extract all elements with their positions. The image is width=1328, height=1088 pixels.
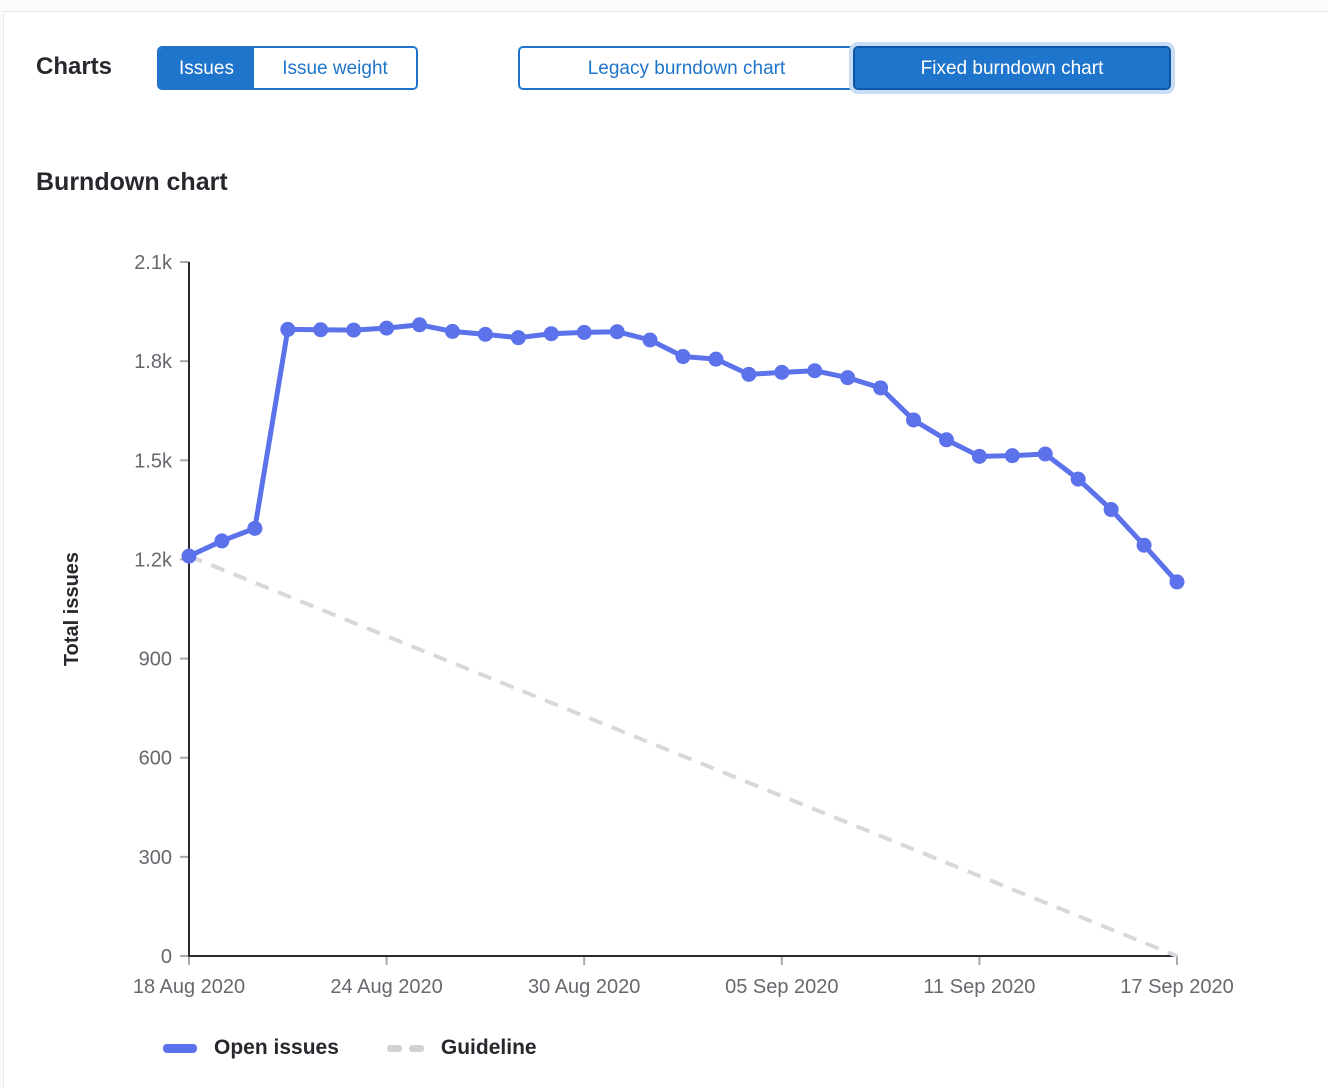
legend-item-guideline[interactable]: Guideline	[386, 1036, 537, 1060]
svg-text:11 Sep 2020: 11 Sep 2020	[923, 976, 1035, 998]
open-issues-line-swatch-icon	[163, 1043, 197, 1053]
guideline-dash-swatch-icon	[386, 1044, 424, 1052]
legend-label-guideline: Guideline	[440, 1036, 537, 1059]
chart-legend: Open issues Guideline	[163, 1036, 537, 1060]
legacy-burndown-chart-button[interactable]: Legacy burndown chart	[518, 46, 855, 90]
fixed-burndown-chart-button[interactable]: Fixed burndown chart	[853, 46, 1171, 90]
legend-label-open-issues: Open issues	[214, 1036, 339, 1059]
svg-text:900: 900	[139, 649, 172, 671]
legend-item-open-issues[interactable]: Open issues	[163, 1036, 339, 1060]
svg-text:0: 0	[161, 946, 172, 968]
svg-text:300: 300	[139, 847, 172, 869]
svg-text:Total issues: Total issues	[61, 552, 83, 666]
svg-text:17 Sep 2020: 17 Sep 2020	[1120, 976, 1233, 998]
charts-label: Charts	[36, 53, 113, 80]
svg-text:1.8k: 1.8k	[134, 351, 173, 373]
chart-version-toggle-group: Legacy burndown chart Fixed burndown cha…	[518, 46, 1171, 90]
issue-weight-button[interactable]: Issue weight	[254, 48, 416, 88]
svg-text:600: 600	[139, 748, 172, 770]
svg-text:1.5k: 1.5k	[134, 450, 173, 472]
svg-text:05 Sep 2020: 05 Sep 2020	[725, 976, 838, 998]
svg-text:18 Aug 2020: 18 Aug 2020	[133, 976, 245, 998]
svg-text:30 Aug 2020: 30 Aug 2020	[528, 976, 640, 998]
issues-button[interactable]: Issues	[159, 48, 254, 88]
svg-text:24 Aug 2020: 24 Aug 2020	[330, 976, 442, 998]
top-border	[0, 0, 1328, 12]
left-border	[0, 11, 4, 1088]
svg-text:1.2k: 1.2k	[134, 549, 173, 571]
svg-text:2.1k: 2.1k	[134, 252, 173, 274]
metric-toggle-group: Issues Issue weight	[157, 46, 418, 90]
burndown-chart-title: Burndown chart	[36, 168, 228, 196]
